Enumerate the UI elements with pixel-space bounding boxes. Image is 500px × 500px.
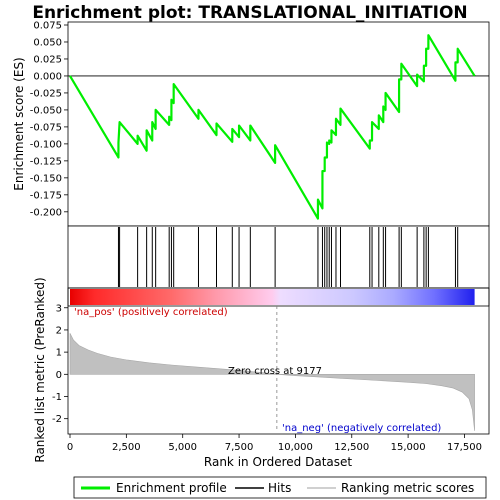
x-tick-label: 5,000: [168, 442, 197, 453]
hit-lines-group: [117, 227, 459, 287]
es-y-tick-label: -0.125: [30, 156, 62, 167]
pos-correlated-label: 'na_pos' (positively correlated): [74, 307, 228, 318]
es-y-tick-label: -0.175: [30, 190, 62, 201]
metric-y-tick-label: -1: [52, 392, 62, 403]
es-y-tick-label: 0.075: [33, 21, 62, 32]
x-tick-label: 2,500: [112, 442, 141, 453]
chart-title: Enrichment plot: TRANSLATIONAL_INITIATIO…: [32, 3, 467, 23]
legend-hits-label: Hits: [268, 481, 291, 495]
x-axis-title: Rank in Ordered Dataset: [204, 455, 352, 469]
es-y-tick-label: 0.025: [33, 54, 62, 65]
es-y-axis: 0.075 0.050 0.025 0.000 -0.025 -0.050 -0.075 -0…: [30, 21, 68, 218]
zero-cross-label: Zero cross at 9177: [228, 366, 322, 377]
metric-y-tick-label: 1: [56, 348, 62, 359]
legend: [73, 476, 487, 499]
es-y-tick-label: -0.200: [30, 207, 62, 218]
metric-y-tick-label: 3: [56, 303, 62, 314]
metric-y-tick-label: -2: [52, 414, 62, 425]
rank-color-band: [70, 289, 475, 305]
x-tick-label: 17,500: [447, 442, 482, 453]
neg-correlated-label: 'na_neg' (negatively correlated): [282, 423, 441, 434]
metric-area: [69, 333, 475, 431]
metric-panel: [67, 287, 490, 435]
es-y-tick-label: -0.050: [30, 105, 62, 116]
hits-panel: [67, 225, 490, 289]
es-y-axis-title: Enrichment score (ES): [12, 57, 26, 190]
x-tick-label: 7,500: [225, 442, 254, 453]
es-y-tick-label: -0.025: [30, 88, 62, 99]
x-tick-label: 10,000: [278, 442, 313, 453]
es-y-tick-label: 0.050: [33, 37, 62, 48]
metric-y-tick-label: 0: [56, 370, 62, 381]
es-y-tick-label: -0.100: [30, 139, 62, 150]
x-tick-label: 15,000: [391, 442, 426, 453]
es-y-tick-label: -0.075: [30, 122, 62, 133]
legend-es-label: Enrichment profile: [116, 481, 227, 495]
metric-y-axis-title: Ranked list metric (PreRanked): [33, 277, 47, 462]
es-y-tick-label: -0.150: [30, 173, 62, 184]
metric-y-tick-label: 2: [56, 325, 62, 336]
es-line-group: [69, 34, 476, 220]
x-axis: 0 2,500 5,000 7,500 10,000 12,500 15,000 17,500: [67, 434, 482, 453]
enrichment-profile-line: [69, 34, 476, 220]
x-tick-label: 0: [67, 442, 73, 453]
es-panel: [67, 21, 490, 227]
es-y-tick-label: 0.000: [33, 71, 62, 82]
metric-area-group: [69, 306, 475, 432]
x-tick-label: 12,500: [334, 442, 369, 453]
legend-metric-label: Ranking metric scores: [341, 481, 474, 495]
metric-y-axis: 3 2 1 0 -1 -2: [52, 303, 68, 425]
